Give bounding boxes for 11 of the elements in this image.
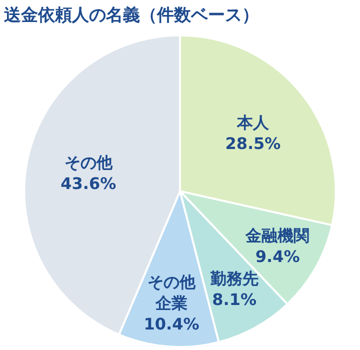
slice-label: その他: [63, 152, 114, 173]
slice-label: 金融機関: [246, 225, 310, 246]
slice-label: その他企業: [146, 272, 197, 314]
data-label: 9.4%: [254, 246, 301, 268]
data-label: 43.6%: [60, 172, 116, 194]
slice-label: 本人: [236, 112, 270, 133]
data-label: 8.1%: [211, 289, 258, 310]
data-label: 28.5%: [225, 132, 281, 154]
slice-label: 勤務先: [210, 268, 258, 290]
chart-title: 送金依頼人の名義（件数ベース）: [3, 6, 259, 26]
data-label: 10.4%: [142, 314, 200, 335]
